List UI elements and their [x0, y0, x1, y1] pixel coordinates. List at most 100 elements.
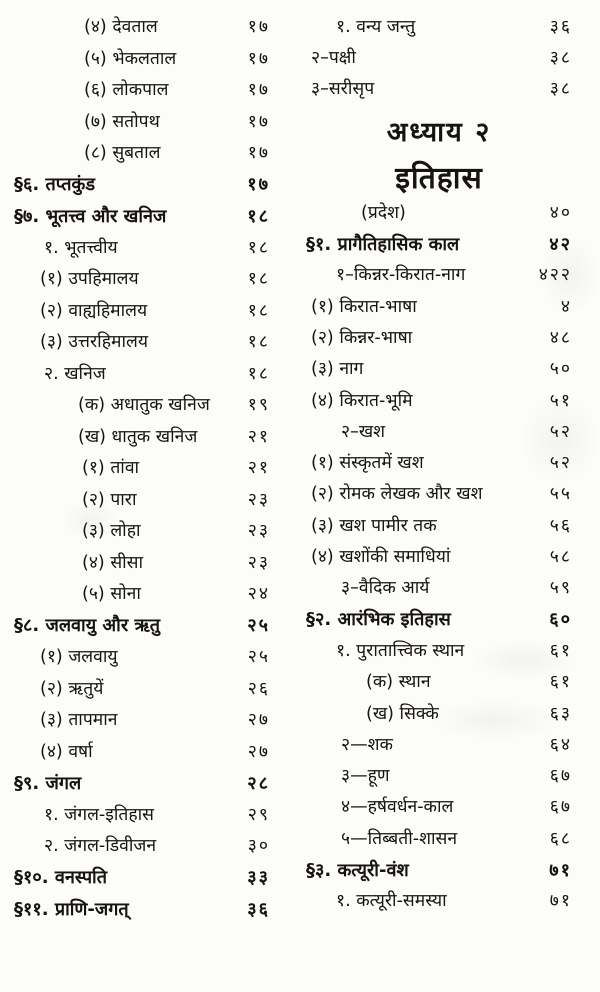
toc-entry: (२) ऋतुयें २६ [14, 674, 270, 706]
toc-page-number: १८ [247, 237, 270, 258]
toc-page-number: २६ [247, 678, 270, 699]
chapter-heading: अध्याय २ [386, 117, 492, 149]
toc-entry-label: १. जंगल-इतिहास [44, 804, 154, 825]
toc-page-number: ५२ [549, 453, 572, 474]
toc-entry: ३—हूण ६७ [306, 761, 572, 792]
toc-entry: १. भूतत्त्वीय १८ [14, 233, 270, 265]
toc-entry-label: (४) वर्षा [40, 741, 93, 762]
toc-page-number: ३० [247, 836, 270, 856]
toc-entry-label: (ख) सिक्के [366, 703, 439, 724]
toc-entry: (४) वर्षा २७ [14, 737, 270, 769]
toc-page-number: २३ [247, 489, 270, 510]
toc-entry-label: (४) देवताल [84, 17, 158, 37]
toc-entry-label: §१०. वनस्पति [14, 867, 107, 889]
toc-page-number: १८ [247, 205, 270, 227]
toc-entry: (४) खशोंकी समाधियां ५८ [306, 542, 572, 573]
toc-entry-label: २—शक [341, 734, 393, 755]
toc-page-number: ५० [549, 359, 572, 380]
toc-page-number: ३६ [247, 898, 270, 920]
toc-page-number: ६१ [549, 672, 572, 693]
toc-page-number: ६८ [549, 828, 572, 849]
toc-entry: ५—तिब्बती-शासन ६८ [306, 824, 572, 855]
toc-page-number: १७ [247, 17, 270, 37]
toc-page-number: २८ [247, 772, 270, 794]
toc-entry-label: (१) संस्कृतमें खश [311, 453, 424, 474]
toc-page-number: २९ [247, 804, 270, 825]
toc-page-number: २५ [247, 647, 270, 667]
toc-entry: (२) रोमक लेखक और खश ५५ [306, 480, 572, 511]
toc-page-number: ४८ [549, 327, 572, 348]
toc-entry: (४) किरात-भूमि ५१ [306, 386, 572, 417]
toc-entry-label: (६) लोकपाल [84, 80, 169, 100]
toc-entry: (३) नाग ५० [306, 354, 572, 385]
toc-page-number: १८ [247, 269, 270, 289]
toc-page-number: ५५ [549, 484, 572, 505]
toc-page-number: २५ [247, 615, 270, 637]
toc-right-column: १. वन्य जन्तु ३६ २–पक्षी ३८ ३–सरीसृप ३८ अध्याय… [306, 12, 572, 918]
toc-page-number: ३६ [549, 16, 572, 37]
toc-entry-label: (४) किरात-भूमि [311, 390, 413, 411]
toc-page-number: १८ [247, 332, 270, 352]
toc-page-number: ५१ [549, 390, 572, 411]
toc-entry-label: २–पक्षी [311, 48, 356, 69]
toc-entry-label: (२) वाह्यहिमालय [40, 300, 148, 321]
toc-entry-label: §८. जलवायु और ऋतु [14, 615, 161, 637]
toc-page-number: ६४ [549, 734, 572, 755]
toc-entry-label: २–खश [341, 421, 386, 442]
toc-entry: §९. जंगल २८ [14, 768, 270, 800]
toc-entry-label: १–किन्नर-किरात-नाग [336, 265, 466, 286]
toc-entry-label: (१) जलवायु [40, 647, 118, 667]
toc-page-number: १८ [247, 300, 270, 321]
toc-page-number: २३ [247, 552, 270, 573]
toc-entry: (३) तापमान २७ [14, 705, 270, 737]
toc-page-number: १७ [247, 48, 270, 69]
toc-entry-label: §९. जंगल [14, 772, 82, 794]
toc-entry: १. जंगल-इतिहास २९ [14, 800, 270, 832]
toc-entry-label: (४) सीसा [82, 552, 144, 573]
toc-entry: (१) तांवा २१ [14, 453, 270, 485]
toc-entry-label: (२) किन्नर-भाषा [311, 327, 413, 348]
toc-entry: (१) उपहिमालय १८ [14, 264, 270, 296]
toc-entry-label: §११. प्राणि-जगत् [14, 898, 129, 920]
toc-entry: ४—हर्षवर्धन-काल ६७ [306, 793, 572, 824]
toc-page-number: ५९ [549, 578, 572, 599]
toc-page-number: २३ [247, 521, 270, 541]
toc-entry: §६. तप्तकुंड १७ [14, 170, 270, 202]
toc-entry: १–किन्नर-किरात-नाग ४२२ [306, 260, 572, 291]
toc-entry-label: (ख) धातुक खनिज [78, 426, 198, 447]
toc-entry: (क) स्थान ६१ [306, 667, 572, 698]
toc-entry: (१) संस्कृतमें खश ५२ [306, 448, 572, 479]
toc-entry: (५) सोना २४ [14, 579, 270, 611]
toc-page-number: ४२ [549, 233, 572, 255]
toc-entry-label: (१) किरात-भाषा [311, 296, 417, 317]
toc-page-number: ४० [549, 202, 572, 223]
toc-entry: २. जंगल-डिवीजन ३० [14, 831, 270, 863]
toc-entry-label: (७) सतोपथ [84, 111, 160, 132]
toc-page-number: १७ [247, 174, 270, 196]
toc-entry-label: (प्रदेश) [361, 202, 406, 223]
chapter-title-heading: इतिहास [395, 161, 483, 197]
toc-entry: १. कत्यूरी-समस्या ७१ [306, 886, 572, 917]
toc-page-number: ५८ [549, 547, 572, 568]
toc-left-column: (४) देवताल १७ (५) भेकलताल १७ (६) लोकपाल १७ (७)… [14, 12, 270, 926]
toc-page-number: ३३ [247, 867, 270, 889]
toc-entry-label: १. पुरातात्त्विक स्थान [336, 640, 465, 661]
toc-entry: §२. आरंभिक इतिहास ६० [306, 605, 572, 636]
toc-page-number: २४ [247, 584, 270, 604]
toc-page-number: ३८ [549, 79, 572, 100]
toc-entry: §११. प्राणि-जगत् ३६ [14, 894, 270, 926]
toc-entry-label: (२) ऋतुयें [40, 678, 104, 699]
toc-entry-label: (५) भेकलताल [84, 48, 177, 69]
toc-entry-label: (क) अधातुक खनिज [78, 395, 210, 415]
toc-page-number: ६७ [549, 766, 572, 787]
toc-entry: २. खनिज १८ [14, 359, 270, 391]
toc-entry: §१. प्रागैतिहासिक काल ४२ [306, 229, 572, 260]
toc-entry: (ख) धातुक खनिज २१ [14, 422, 270, 454]
toc-entry: (ख) सिक्के ६३ [306, 699, 572, 730]
toc-page-number: २१ [247, 426, 270, 447]
toc-entry-label: (२) पारा [82, 489, 137, 510]
toc-entry: (८) सुबताल १७ [14, 138, 270, 170]
toc-entry-label: ५—तिब्बती-शासन [341, 828, 458, 849]
toc-page-number: २७ [247, 741, 270, 762]
toc-entry: §३. कत्यूरी-वंश ७१ [306, 855, 572, 886]
